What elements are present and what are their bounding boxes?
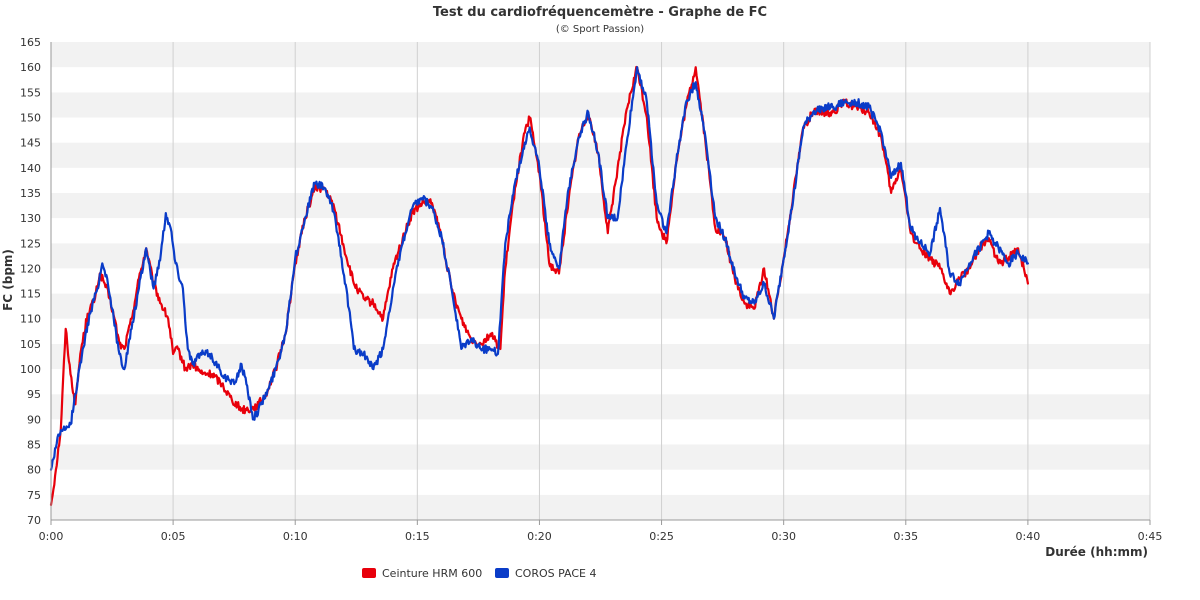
x-tick-label: 0:45 xyxy=(1138,530,1163,543)
y-axis-ticks: 70 75 80 85 90 95 100 105 110 115 120 125 130 135 140 1… xyxy=(20,36,41,527)
grid-band xyxy=(51,293,1150,319)
y-axis-title: FC (bpm) xyxy=(1,249,15,311)
grid-band xyxy=(51,494,1150,520)
series-line-coros xyxy=(49,66,1029,471)
y-tick-label: 105 xyxy=(20,338,41,351)
grid-band xyxy=(51,42,1150,68)
grid-band xyxy=(51,369,1150,395)
y-tick-label: 115 xyxy=(20,288,41,301)
grid-band xyxy=(51,67,1150,93)
x-tick-label: 0:30 xyxy=(771,530,796,543)
y-tick-label: 140 xyxy=(20,162,41,175)
grid-band xyxy=(51,419,1150,445)
grid-band xyxy=(51,218,1150,244)
y-tick-label: 95 xyxy=(27,388,41,401)
grid-band xyxy=(51,243,1150,269)
y-tick-label: 75 xyxy=(27,489,41,502)
grid-band xyxy=(51,343,1150,370)
y-tick-label: 90 xyxy=(27,413,41,426)
y-tick-label: 165 xyxy=(20,36,41,49)
x-tick-label: 0:15 xyxy=(405,530,430,543)
legend-swatch-coros xyxy=(495,568,509,578)
y-tick-label: 80 xyxy=(27,464,41,477)
legend-item-coros[interactable]: COROS PACE 4 xyxy=(495,567,597,580)
grid-band xyxy=(51,117,1150,143)
x-axis-title: Durée (hh:mm) xyxy=(1045,545,1148,559)
y-tick-label: 110 xyxy=(20,313,41,326)
legend-item-hrm600[interactable]: Ceinture HRM 600 xyxy=(362,567,482,580)
chart-subtitle: (© Sport Passion) xyxy=(556,24,644,35)
y-tick-label: 125 xyxy=(20,237,41,250)
grid-band xyxy=(51,318,1150,344)
x-axis-ticks: 0:00 0:05 0:10 0:15 0:20 0:25 0:30 0:35 0:40 0:45 xyxy=(39,520,1163,543)
legend-label-coros: COROS PACE 4 xyxy=(515,567,597,580)
y-tick-label: 70 xyxy=(27,514,41,527)
x-tick-label: 0:05 xyxy=(161,530,186,543)
y-tick-label: 130 xyxy=(20,212,41,225)
grid-band xyxy=(51,394,1150,420)
y-tick-label: 85 xyxy=(27,439,41,452)
y-tick-label: 160 xyxy=(20,61,41,74)
x-tick-label: 0:00 xyxy=(39,530,64,543)
legend-label-hrm600: Ceinture HRM 600 xyxy=(382,567,482,580)
vertical-gridlines xyxy=(172,42,1151,520)
y-tick-label: 135 xyxy=(20,187,41,200)
grid-band xyxy=(51,268,1150,294)
grid-band xyxy=(51,444,1150,470)
x-tick-label: 0:35 xyxy=(893,530,918,543)
x-tick-label: 0:20 xyxy=(527,530,552,543)
y-tick-label: 150 xyxy=(20,111,41,124)
y-tick-label: 100 xyxy=(20,363,41,376)
x-tick-label: 0:10 xyxy=(283,530,308,543)
grid-band xyxy=(51,469,1150,495)
y-tick-label: 145 xyxy=(20,137,41,150)
chart-title: Test du cardiofréquencemètre - Graphe de… xyxy=(433,5,767,20)
legend-swatch-hrm600 xyxy=(362,568,376,578)
y-tick-label: 120 xyxy=(20,262,41,275)
grid-bands xyxy=(51,42,1150,520)
grid-band xyxy=(51,192,1150,219)
series-lines xyxy=(49,65,1029,506)
x-tick-label: 0:40 xyxy=(1016,530,1041,543)
x-tick-label: 0:25 xyxy=(649,530,674,543)
legend: Ceinture HRM 600 COROS PACE 4 xyxy=(362,567,597,580)
grid-band xyxy=(51,92,1150,118)
y-tick-label: 155 xyxy=(20,86,41,99)
